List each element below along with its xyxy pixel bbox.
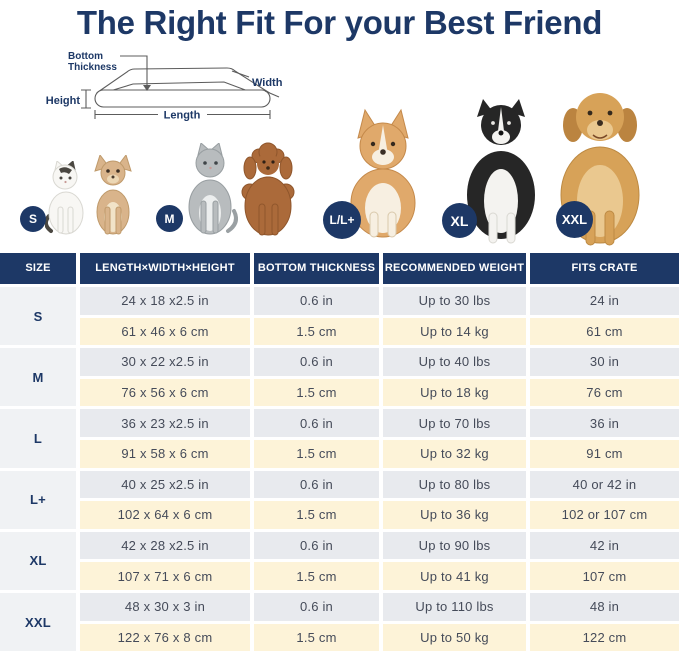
thickness-cell: 0.6 in xyxy=(254,348,379,376)
corgi-image xyxy=(350,108,416,238)
size-label-s: S xyxy=(0,287,76,346)
bottom-thickness-leader-line xyxy=(120,55,148,86)
thickness-cell: 1.5 cm xyxy=(254,623,379,652)
thickness-cell: 0.6 in xyxy=(254,287,379,315)
dimensions-cell: 48 x 30 x 3 in xyxy=(80,592,250,621)
width-tick-bottom xyxy=(264,90,280,98)
length-measure-line xyxy=(94,110,271,119)
size-chart-table: SIZE LENGTH×WIDTH×HEIGHT BOTTOM THICKNES… xyxy=(0,253,679,652)
crate-cell: 107 cm xyxy=(530,562,679,590)
bed-front-bolster xyxy=(94,89,271,108)
thickness-cell: 0.6 in xyxy=(254,470,379,499)
column-header-dimensions: LENGTH×WIDTH×HEIGHT xyxy=(80,253,250,284)
size-badge-l-lplus: L/L+ xyxy=(323,201,361,239)
crate-cell: 36 in xyxy=(530,409,679,437)
crate-cell: 42 in xyxy=(530,531,679,560)
thickness-cell: 1.5 cm xyxy=(254,317,379,346)
weight-cell: Up to 90 lbs xyxy=(383,531,526,560)
gray-cat-image xyxy=(188,143,238,235)
width-tick-top xyxy=(231,70,250,78)
size-badge-xxl: XXL xyxy=(556,201,593,238)
bed-dimensions-diagram: Bottom Thickness Width Height Length xyxy=(46,51,283,122)
bottom-thickness-label-line2: Thickness xyxy=(68,62,117,73)
dimensions-cell: 91 x 58 x 6 cm xyxy=(80,439,250,468)
dimensions-cell: 36 x 23 x2.5 in xyxy=(80,409,250,437)
dimensions-cell: 30 x 22 x2.5 in xyxy=(80,348,250,376)
size-label-xxl: XXL xyxy=(0,592,76,652)
crate-cell: 76 cm xyxy=(530,378,679,407)
crate-cell: 61 cm xyxy=(530,317,679,346)
weight-cell: Up to 14 kg xyxy=(383,317,526,346)
bottom-thickness-label-line1: Bottom xyxy=(68,51,103,62)
bottom-thickness-arrowhead xyxy=(143,85,151,91)
weight-cell: Up to 70 lbs xyxy=(383,409,526,437)
column-header-size: SIZE xyxy=(0,253,76,284)
dimensions-cell: 102 x 64 x 6 cm xyxy=(80,501,250,529)
dimensions-cell: 42 x 28 x2.5 in xyxy=(80,531,250,560)
weight-cell: Up to 41 kg xyxy=(383,562,526,590)
chihuahua-image xyxy=(94,155,132,235)
dimensions-cell: 61 x 46 x 6 cm xyxy=(80,317,250,346)
crate-cell: 24 in xyxy=(530,287,679,315)
crate-cell: 48 in xyxy=(530,592,679,621)
weight-cell: Up to 18 kg xyxy=(383,378,526,407)
crate-cell: 91 cm xyxy=(530,439,679,468)
width-label: Width xyxy=(252,77,283,89)
thickness-cell: 0.6 in xyxy=(254,531,379,560)
thickness-cell: 1.5 cm xyxy=(254,562,379,590)
dimensions-cell: 40 x 25 x2.5 in xyxy=(80,470,250,499)
column-header-thickness: BOTTOM THICKNESS xyxy=(254,253,379,284)
thickness-cell: 0.6 in xyxy=(254,592,379,621)
dimensions-cell: 107 x 71 x 6 cm xyxy=(80,562,250,590)
length-label: Length xyxy=(164,110,201,122)
size-label-xl: XL xyxy=(0,531,76,590)
weight-cell: Up to 80 lbs xyxy=(383,470,526,499)
crate-cell: 30 in xyxy=(530,348,679,376)
weight-cell: Up to 50 kg xyxy=(383,623,526,652)
crate-cell: 122 cm xyxy=(530,623,679,652)
thickness-cell: 1.5 cm xyxy=(254,378,379,407)
crate-cell: 102 or 107 cm xyxy=(530,501,679,529)
size-label-m: M xyxy=(0,348,76,407)
page-title: The Right Fit For your Best Friend xyxy=(76,4,603,41)
crate-cell: 40 or 42 in xyxy=(530,470,679,499)
size-badge-m: M xyxy=(156,205,183,232)
weight-cell: Up to 30 lbs xyxy=(383,287,526,315)
white-cat-image xyxy=(45,161,84,235)
size-badge-s: S xyxy=(20,206,46,232)
height-bracket xyxy=(81,89,91,109)
height-label: Height xyxy=(46,95,81,107)
thickness-cell: 0.6 in xyxy=(254,409,379,437)
dimensions-cell: 76 x 56 x 6 cm xyxy=(80,378,250,407)
weight-cell: Up to 32 kg xyxy=(383,439,526,468)
thickness-cell: 1.5 cm xyxy=(254,439,379,468)
column-header-weight: RECOMMENDED WEIGHT xyxy=(383,253,526,284)
weight-cell: Up to 110 lbs xyxy=(383,592,526,621)
poodle-puppy-image xyxy=(241,142,295,236)
size-badge-xl: XL xyxy=(442,203,477,238)
size-label-lplus: L+ xyxy=(0,470,76,529)
weight-cell: Up to 36 kg xyxy=(383,501,526,529)
border-collie-image xyxy=(467,99,535,244)
dimensions-cell: 24 x 18 x2.5 in xyxy=(80,287,250,315)
column-header-crate: FITS CRATE xyxy=(530,253,679,284)
thickness-cell: 1.5 cm xyxy=(254,501,379,529)
weight-cell: Up to 40 lbs xyxy=(383,348,526,376)
size-label-l: L xyxy=(0,409,76,468)
dimensions-cell: 122 x 76 x 8 cm xyxy=(80,623,250,652)
